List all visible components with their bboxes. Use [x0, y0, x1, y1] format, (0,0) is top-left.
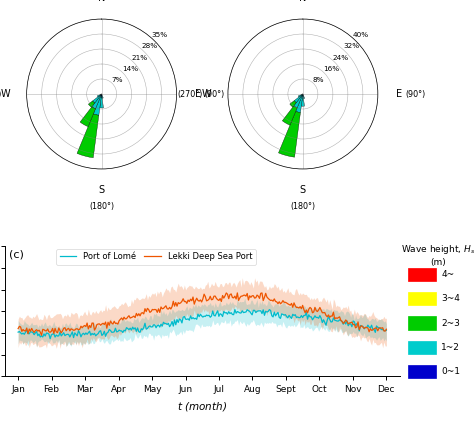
- Text: (90°): (90°): [204, 90, 224, 99]
- Bar: [409, 268, 437, 281]
- Bar: [409, 316, 437, 330]
- Text: 0~1: 0~1: [441, 367, 460, 376]
- Line: Port of Lomé: Port of Lomé: [18, 310, 386, 339]
- Lekki Deep Sea Port: [237, 295, 243, 300]
- Bar: [102, 95, 103, 98]
- Port of Lomé: [17, 329, 22, 334]
- Lekki Deep Sea Port: [235, 290, 240, 295]
- Lekki Deep Sea Port: [328, 313, 334, 319]
- Bar: [294, 95, 302, 108]
- Bar: [101, 94, 102, 97]
- Lekki Deep Sea Port: [15, 326, 21, 331]
- Bar: [100, 94, 101, 95]
- Lekki Deep Sea Port: [383, 327, 389, 332]
- Bar: [294, 94, 302, 103]
- Port of Lomé: [328, 319, 334, 324]
- Text: S: S: [300, 185, 306, 195]
- Bar: [302, 94, 303, 96]
- Bar: [296, 96, 302, 113]
- Port of Lomé: [15, 330, 21, 335]
- Bar: [100, 97, 103, 108]
- Bar: [409, 341, 437, 354]
- Bar: [290, 101, 296, 107]
- Port of Lomé: [383, 328, 389, 333]
- Text: (270°): (270°): [0, 90, 2, 99]
- Bar: [298, 94, 302, 97]
- Line: Lekki Deep Sea Port: Lekki Deep Sea Port: [18, 293, 386, 335]
- Port of Lomé: [242, 310, 247, 315]
- Bar: [97, 94, 101, 97]
- Text: Wave height, $H_s$
(m): Wave height, $H_s$ (m): [401, 244, 474, 267]
- Text: 2~3: 2~3: [441, 319, 460, 327]
- Text: (c): (c): [9, 250, 24, 260]
- Bar: [409, 365, 437, 378]
- Text: W: W: [202, 89, 212, 99]
- Text: S: S: [99, 185, 105, 195]
- Text: N: N: [299, 0, 307, 3]
- Text: W: W: [1, 89, 10, 99]
- Text: E: E: [396, 89, 402, 99]
- Text: N: N: [98, 0, 105, 3]
- Bar: [301, 97, 304, 106]
- Text: (180°): (180°): [89, 202, 114, 211]
- Text: (90°): (90°): [405, 90, 426, 99]
- Lekki Deep Sea Port: [39, 333, 45, 338]
- Port of Lomé: [352, 319, 357, 324]
- Bar: [409, 292, 437, 305]
- Text: 4~: 4~: [441, 270, 455, 279]
- Lekki Deep Sea Port: [236, 298, 241, 303]
- Lekki Deep Sea Port: [243, 294, 249, 299]
- X-axis label: $t$ (month): $t$ (month): [177, 400, 228, 413]
- Legend: Port of Lomé, Lekki Deep Sea Port: Port of Lomé, Lekki Deep Sea Port: [56, 249, 255, 265]
- Port of Lomé: [47, 336, 53, 341]
- Bar: [80, 107, 95, 126]
- Bar: [302, 94, 303, 95]
- Bar: [283, 106, 297, 125]
- Bar: [92, 95, 101, 109]
- Bar: [92, 94, 101, 103]
- Bar: [279, 111, 301, 157]
- Port of Lomé: [266, 307, 272, 312]
- Bar: [302, 94, 303, 97]
- Lekki Deep Sea Port: [17, 324, 22, 329]
- Bar: [303, 95, 305, 99]
- Port of Lomé: [236, 310, 241, 315]
- Port of Lomé: [235, 309, 240, 314]
- Bar: [77, 114, 99, 158]
- Text: 1~2: 1~2: [441, 343, 460, 352]
- Bar: [88, 101, 95, 107]
- Text: E: E: [194, 89, 201, 99]
- Bar: [93, 96, 101, 115]
- Text: (180°): (180°): [290, 202, 315, 211]
- Text: (270°): (270°): [178, 90, 203, 99]
- Lekki Deep Sea Port: [352, 322, 357, 327]
- Text: 3~4: 3~4: [441, 294, 460, 303]
